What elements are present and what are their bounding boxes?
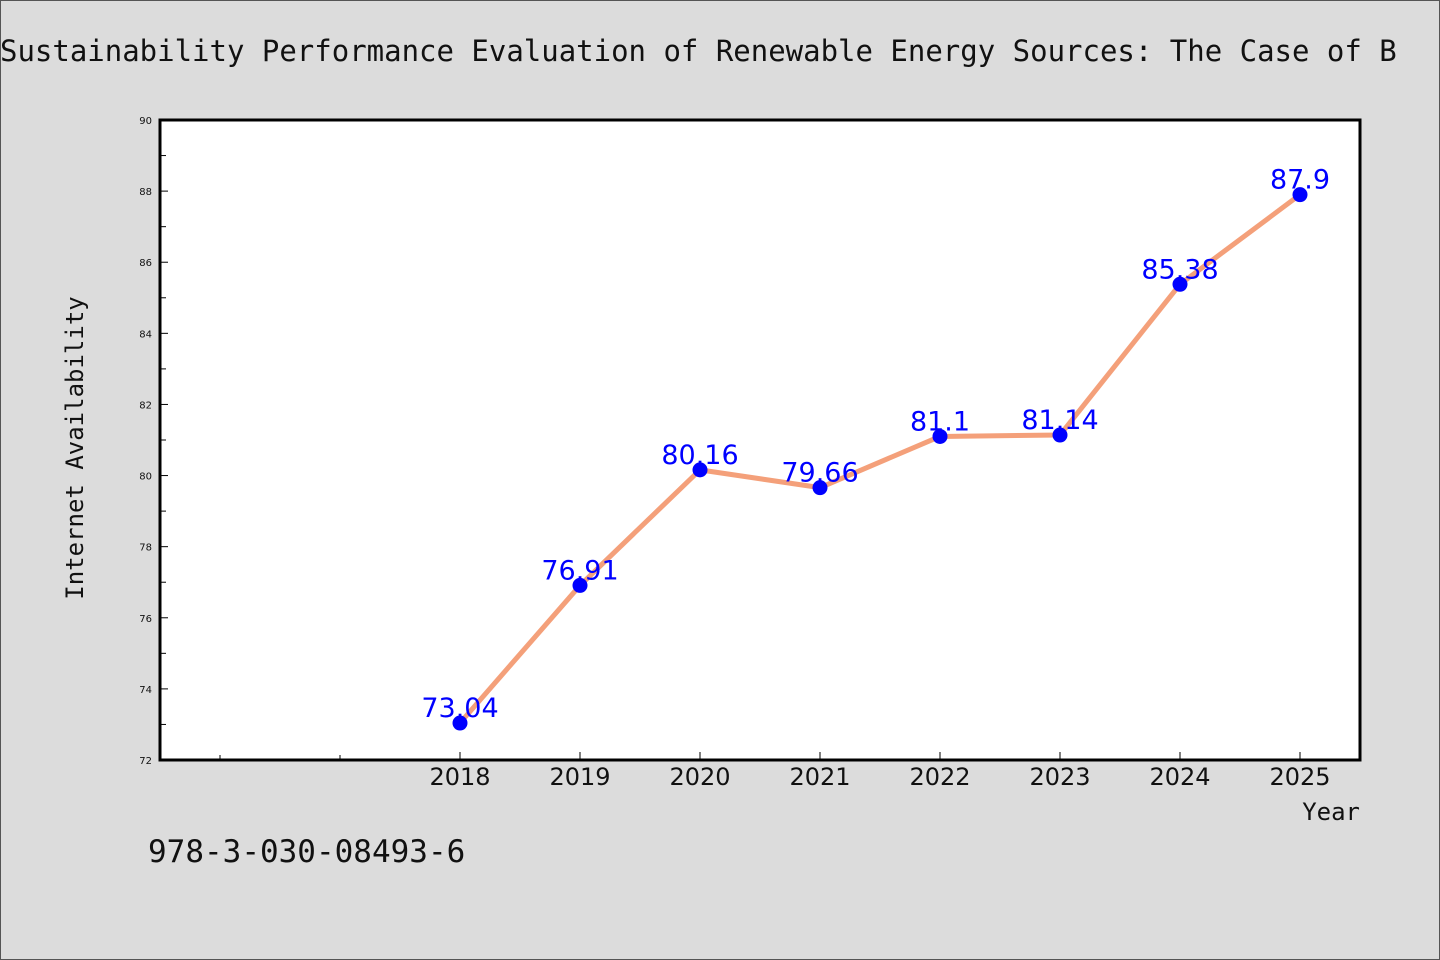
footer-code: 978-3-030-08493-6 xyxy=(148,834,466,870)
y-tick-label: 76 xyxy=(139,614,152,625)
y-tick-label: 90 xyxy=(139,116,152,127)
y-tick-label: 80 xyxy=(139,472,152,483)
data-label: 87.9 xyxy=(1270,165,1330,196)
x-tick-label: 2024 xyxy=(1149,763,1210,791)
data-point xyxy=(572,577,588,593)
y-tick-label: 74 xyxy=(139,685,152,696)
y-tick-label: 86 xyxy=(139,258,152,269)
series-line xyxy=(458,192,1302,725)
y-axis: 72 74 76 78 80 82 84 86 88 90 xyxy=(139,116,168,767)
x-axis: 2018 2019 2020 2021 2022 2023 2024 2025 xyxy=(219,752,1331,791)
data-label: 76.91 xyxy=(541,555,618,586)
x-tick-label: 2018 xyxy=(429,763,490,791)
data-point xyxy=(812,480,828,496)
y-tick-label: 72 xyxy=(139,756,152,767)
chart-title: Sustainability Performance Evaluation of… xyxy=(0,34,1397,68)
x-tick-label: 2022 xyxy=(909,763,970,791)
data-point xyxy=(932,428,948,444)
y-axis-label: Internet Availability xyxy=(61,296,89,599)
data-label: 85.38 xyxy=(1141,254,1218,285)
x-tick-label: 2020 xyxy=(669,763,730,791)
data-label: 80.16 xyxy=(661,440,738,471)
data-point xyxy=(692,462,708,478)
data-label: 81.14 xyxy=(1021,405,1098,436)
data-point xyxy=(1292,187,1308,203)
y-tick-label: 82 xyxy=(139,400,152,411)
data-label: 79.66 xyxy=(781,458,858,489)
x-tick-label: 2023 xyxy=(1029,763,1090,791)
y-tick-label: 88 xyxy=(139,187,152,198)
plot-area xyxy=(158,118,1362,762)
data-point xyxy=(1172,276,1188,292)
data-point xyxy=(452,715,468,731)
x-tick-label: 2019 xyxy=(549,763,610,791)
data-point xyxy=(1052,427,1068,443)
data-label: 73.04 xyxy=(421,693,498,724)
series-layer: 73.04 76.91 80.16 79.66 81.1 81.14 85.38 87.9 xyxy=(421,165,1330,731)
data-label: 81.1 xyxy=(910,406,970,437)
y-tick-label: 84 xyxy=(139,329,152,340)
x-tick-label: 2021 xyxy=(789,763,850,791)
x-tick-label: 2025 xyxy=(1269,763,1330,791)
x-axis-label: Year xyxy=(1302,798,1360,826)
y-tick-label: 78 xyxy=(139,543,152,554)
